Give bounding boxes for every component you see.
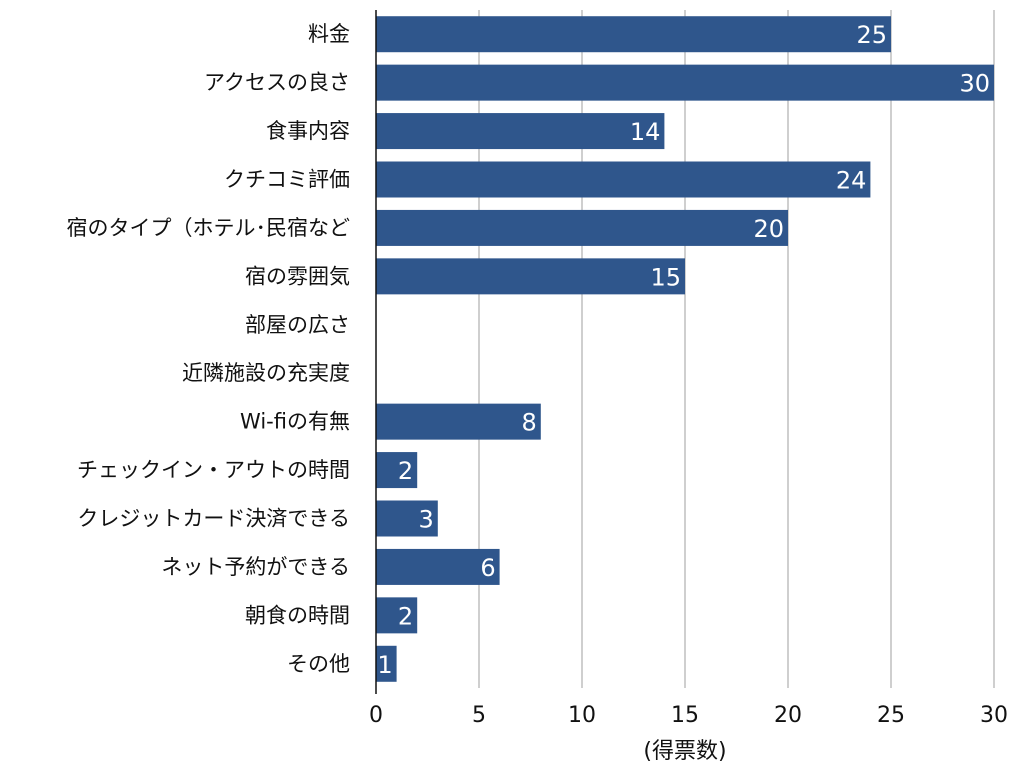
bar-value-label: 3	[419, 506, 434, 534]
category-label: アクセスの良さ	[204, 71, 350, 95]
bar	[376, 500, 438, 537]
bar	[376, 403, 541, 440]
category-label: ネット予約ができる	[161, 555, 350, 579]
category-label: クチコミ評価	[224, 168, 350, 192]
x-tick-label: 25	[877, 703, 905, 728]
bar-value-label: 6	[480, 554, 495, 582]
category-label: Wi-fiの有無	[240, 410, 350, 434]
category-label: 朝食の時間	[245, 603, 350, 627]
grid-lines	[478, 10, 995, 688]
bar	[376, 64, 994, 101]
x-tick-label: 20	[774, 703, 802, 728]
x-tick-label: 10	[568, 703, 596, 728]
category-label: 宿のタイプ（ホテル･民宿など	[67, 216, 351, 240]
category-label: 部屋の広さ	[245, 313, 350, 337]
x-axis-title: (得票数)	[643, 739, 726, 764]
bar-value-label: 20	[753, 215, 784, 243]
category-label: チェックイン・アウトの時間	[77, 458, 350, 482]
category-label: クレジットカード決済できる	[77, 507, 350, 531]
bar-value-label: 30	[959, 70, 990, 98]
bar-value-label: 8	[522, 409, 537, 437]
bar	[376, 161, 871, 198]
x-tick-label: 0	[369, 703, 383, 728]
bar-value-label: 2	[398, 602, 413, 630]
bar	[376, 209, 788, 246]
category-label: 近隣施設の充実度	[182, 361, 350, 385]
category-label: 宿の雰囲気	[245, 264, 350, 288]
x-tick-label: 15	[671, 703, 699, 728]
bar	[376, 16, 891, 53]
bar-value-label: 2	[398, 457, 413, 485]
category-label: 食事内容	[266, 119, 350, 143]
bar	[376, 597, 418, 634]
x-tick-label: 5	[472, 703, 486, 728]
category-labels: 料金アクセスの良さ食事内容クチコミ評価宿のタイプ（ホテル･民宿など宿の雰囲気部屋…	[67, 22, 351, 676]
bar	[376, 113, 665, 150]
bar-value-label: 15	[650, 263, 681, 291]
bar	[376, 645, 397, 682]
bar-value-label: 25	[856, 21, 887, 49]
bar	[376, 452, 418, 489]
category-label: その他	[287, 652, 350, 676]
category-label: 料金	[308, 22, 350, 46]
x-tick-labels: 0 5 10 15 20 25 30	[369, 703, 1008, 728]
bar-value-label: 14	[630, 118, 661, 146]
bar-value-label: 1	[377, 651, 392, 679]
bar	[376, 548, 500, 585]
bar-value-label: 24	[836, 167, 867, 195]
x-tick-label: 30	[980, 703, 1008, 728]
bar	[376, 258, 685, 295]
